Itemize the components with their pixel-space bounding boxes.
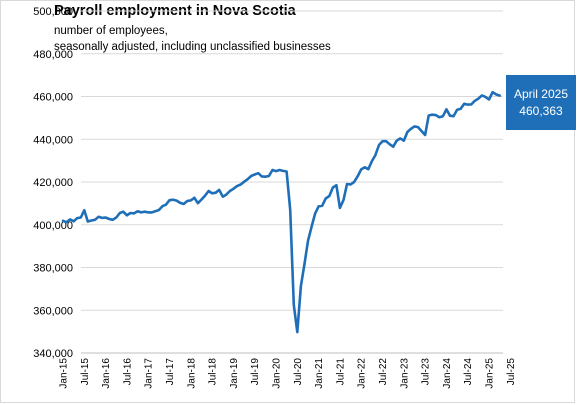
y-tick-label: 380,000 <box>33 263 73 275</box>
x-tick-label: Jan-16 <box>101 358 112 389</box>
y-tick-label: 480,000 <box>33 49 73 61</box>
x-tick-label: Jan-20 <box>272 358 283 389</box>
y-tick-label: 340,000 <box>33 348 73 360</box>
x-tick-label: Jul-25 <box>506 358 517 386</box>
x-tick-label: Jan-15 <box>59 358 70 389</box>
chart-subtitle-line-1: number of employees, <box>54 25 168 37</box>
x-tick-label: Jan-22 <box>357 358 368 389</box>
y-tick-label: 400,000 <box>33 220 73 232</box>
latest-value-callout: April 2025 460,363 <box>506 75 576 130</box>
x-tick-label: Jul-23 <box>421 358 432 386</box>
y-tick-label: 420,000 <box>33 177 73 189</box>
y-tick-label: 440,000 <box>33 134 73 146</box>
x-tick-label: Jan-19 <box>229 358 240 389</box>
x-tick-label: Jul-18 <box>208 358 219 386</box>
series-line-payroll-employment <box>61 90 502 334</box>
x-tick-label: Jul-24 <box>463 358 474 386</box>
chart-subtitle-line-2: seasonally adjusted, including unclassif… <box>54 41 331 53</box>
x-tick-label: Jul-17 <box>165 358 176 386</box>
x-tick-label: Jul-21 <box>335 358 346 386</box>
x-tick-label: Jan-21 <box>314 358 325 389</box>
y-tick-label: 360,000 <box>33 305 73 317</box>
y-tick-label: 460,000 <box>33 92 73 104</box>
x-tick-label: Jan-24 <box>442 358 453 389</box>
x-tick-label: Jan-25 <box>485 358 496 389</box>
x-tick-label: Jul-20 <box>293 358 304 386</box>
x-tick-label: Jul-22 <box>378 358 389 386</box>
x-tick-label: Jan-18 <box>186 358 197 389</box>
callout-date: April 2025 <box>513 87 569 101</box>
x-tick-label: Jul-15 <box>80 358 91 386</box>
x-tick-label: Jan-17 <box>144 358 155 389</box>
x-tick-label: Jul-19 <box>250 358 261 386</box>
callout-value: 460,363 <box>519 104 563 118</box>
y-tick-label: 500,000 <box>33 6 73 18</box>
x-tick-label: Jan-23 <box>399 358 410 389</box>
x-tick-label: Jul-16 <box>122 358 133 386</box>
